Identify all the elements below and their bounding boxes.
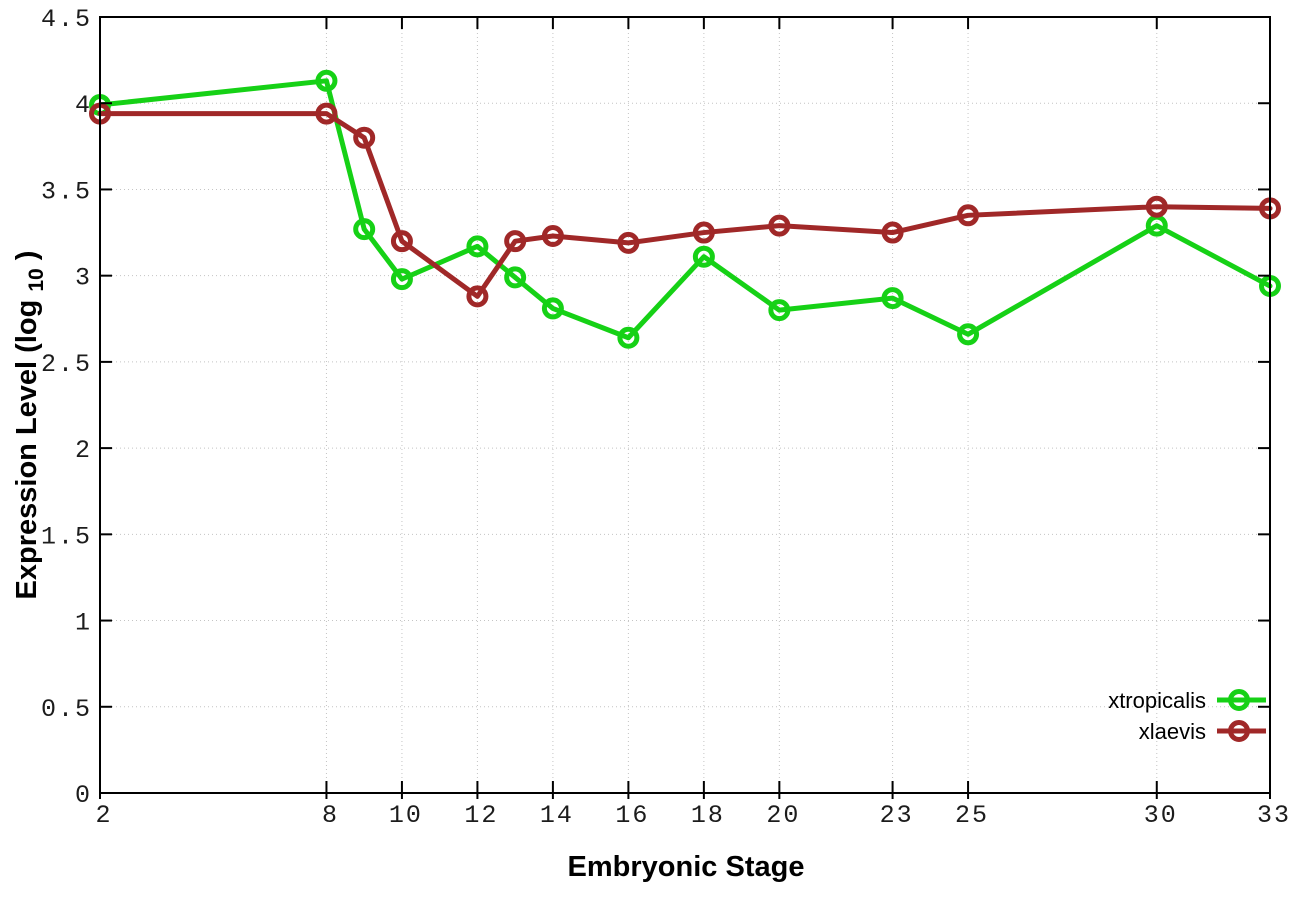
x-tick-label: 30 [1144, 801, 1178, 830]
x-axis-title: Embryonic Stage [568, 851, 805, 883]
data-point-xlaevis [957, 204, 980, 227]
data-point-xlaevis [617, 231, 640, 254]
tick-label-layer: 0 0.5 1 1.5 2 2.5 3 3.5 4 4.5 2 8 10 12 14 16 18 20 23 25 30… [41, 5, 1291, 830]
y-axis-title-subscript: 10 [25, 268, 48, 291]
data-point-xlaevis [390, 230, 413, 253]
legend-entry-xtropicalis: xtropicalis [1108, 688, 1266, 713]
data-point-xtropicalis [541, 297, 564, 320]
data-point-xtropicalis [315, 69, 338, 92]
plot-border [99, 16, 1271, 794]
data-point-xlaevis [466, 285, 489, 308]
x-tick-label: 18 [691, 801, 725, 830]
y-tick-label: 2 [75, 436, 92, 465]
x-tick-label: 33 [1257, 801, 1291, 830]
data-point-xtropicalis [881, 287, 904, 310]
data-point-xtropicalis [504, 266, 527, 289]
y-tick-label: 0 [75, 781, 92, 810]
legend-marker-sample [1228, 720, 1250, 742]
data-point-xlaevis [541, 225, 564, 248]
data-point-xlaevis [1145, 195, 1168, 218]
x-tick-label: 12 [464, 801, 498, 830]
x-tick-label: 20 [766, 801, 800, 830]
data-point-xlaevis [353, 126, 376, 149]
series-xtropicalis [89, 69, 1281, 349]
series-line-xlaevis [97, 111, 1273, 299]
data-point-xtropicalis [768, 299, 791, 322]
data-point-xlaevis [768, 214, 791, 237]
legend-marker-sample [1228, 689, 1250, 711]
y-axis-title-text-close: ) [11, 251, 43, 261]
x-tick-label: 10 [389, 801, 423, 830]
data-point-xlaevis [315, 102, 338, 125]
data-point-xlaevis [504, 230, 527, 253]
x-tick-label: 23 [880, 801, 914, 830]
y-tick-label: 0.5 [41, 695, 92, 724]
legend-entry-xlaevis: xlaevis [1139, 719, 1266, 744]
data-point-xtropicalis [957, 323, 980, 346]
y-tick-label: 1.5 [41, 522, 92, 551]
data-point-xlaevis [692, 221, 715, 244]
x-tick-label: 2 [95, 801, 112, 830]
y-tick-label: 4 [75, 91, 92, 120]
legend: xtropicalis xlaevis [1108, 688, 1266, 744]
series-layer [89, 69, 1281, 349]
y-tick-label: 3 [75, 264, 92, 293]
data-point-xtropicalis [466, 235, 489, 258]
y-tick-label: 3.5 [41, 177, 92, 206]
legend-label-xlaevis: xlaevis [1139, 719, 1206, 744]
data-point-xlaevis [881, 221, 904, 244]
data-point-xtropicalis [692, 245, 715, 268]
data-point-xtropicalis [353, 218, 376, 241]
legend-label-xtropicalis: xtropicalis [1108, 688, 1206, 713]
x-tick-label: 14 [540, 801, 574, 830]
x-tick-label: 16 [615, 801, 649, 830]
y-tick-label: 2.5 [41, 350, 92, 379]
y-tick-label: 4.5 [41, 5, 92, 34]
y-axis-title-text: Expression Level (log [11, 300, 43, 600]
data-point-xtropicalis [390, 268, 413, 291]
y-axis-title: Expression Level (log 10 ) [11, 251, 50, 600]
data-point-xtropicalis [617, 326, 640, 349]
x-tick-label: 25 [955, 801, 989, 830]
x-tick-label: 8 [322, 801, 339, 830]
grid-layer [99, 16, 1271, 794]
y-tick-label: 1 [75, 609, 92, 638]
axis-layer [99, 16, 1271, 799]
